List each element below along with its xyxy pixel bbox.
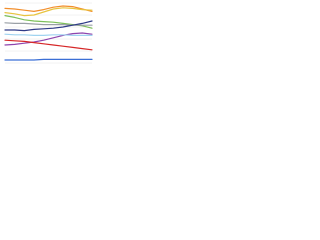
series-line	[4, 33, 93, 36]
series-line	[4, 22, 93, 26]
series-line	[4, 32, 93, 46]
series-line	[4, 58, 93, 61]
series-line	[4, 39, 93, 51]
series-line	[4, 20, 93, 32]
series-line	[4, 15, 93, 29]
series-line	[4, 5, 93, 12]
chart	[4, 2, 93, 64]
series-line	[4, 7, 93, 17]
